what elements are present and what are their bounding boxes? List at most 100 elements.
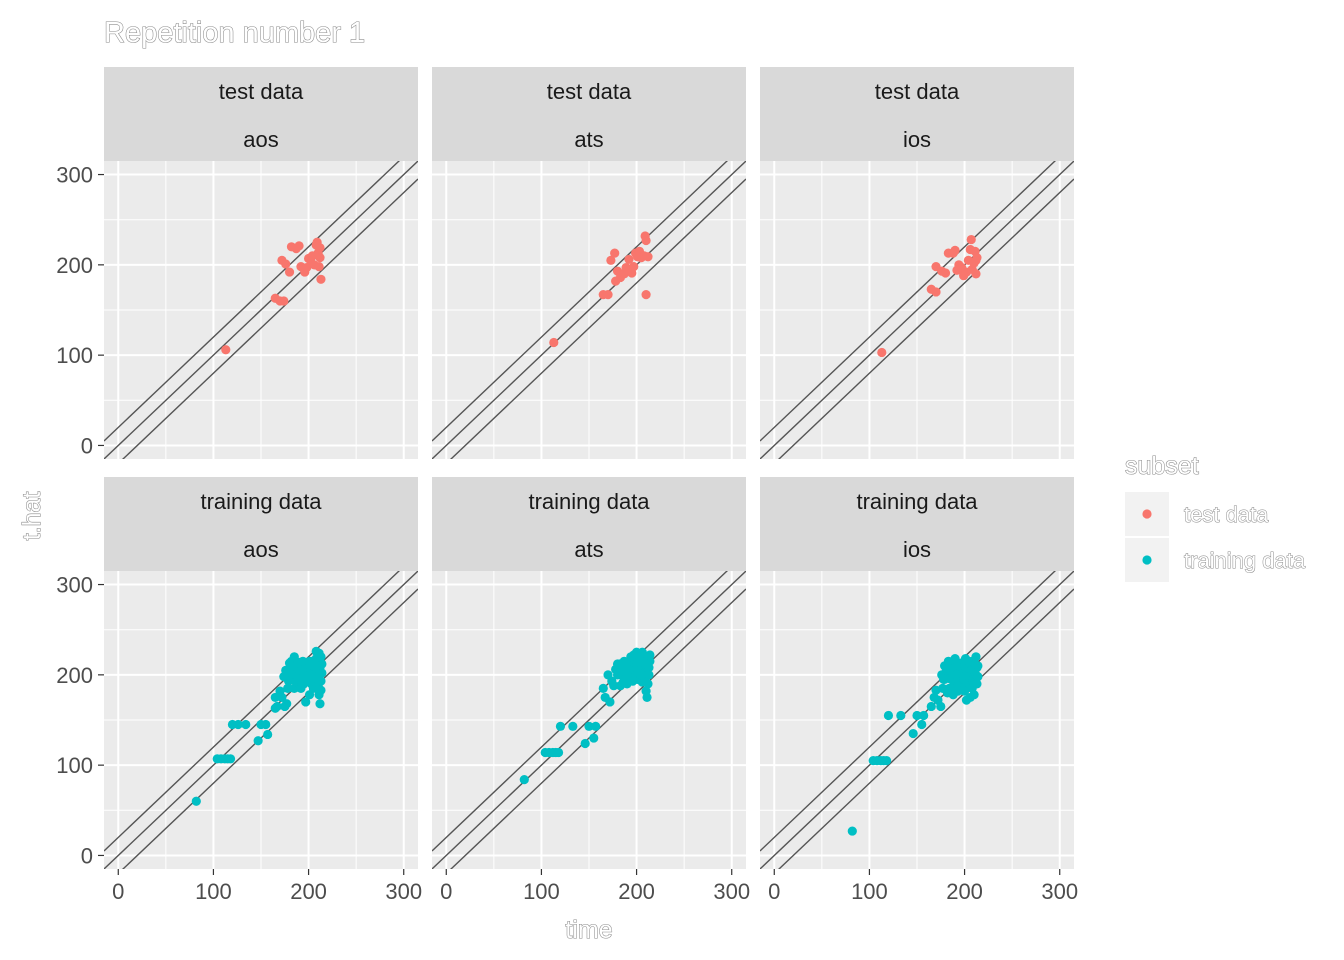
data-point — [301, 697, 311, 707]
data-point — [645, 650, 655, 660]
facet-panel-1-1: training data ats — [432, 477, 746, 869]
reference-line — [778, 588, 1074, 869]
facet-panel-1-0: training data aos — [104, 477, 418, 869]
data-point — [610, 248, 620, 258]
x-tick-label: 200 — [946, 879, 983, 904]
points-ats — [549, 231, 653, 348]
data-point — [315, 253, 325, 263]
data-point — [624, 254, 634, 265]
strip-label-platform: ats — [574, 537, 603, 562]
data-point — [253, 736, 263, 746]
reference-line — [450, 588, 746, 869]
data-point — [643, 252, 653, 262]
reference-line — [104, 571, 400, 852]
y-tick-label: 200 — [56, 663, 93, 688]
facet-strip — [104, 477, 418, 571]
legend-entry: test data — [1125, 492, 1270, 536]
data-point — [598, 683, 608, 693]
data-point — [603, 290, 613, 300]
data-point — [971, 269, 981, 279]
data-point — [972, 679, 982, 689]
data-point — [939, 674, 950, 684]
data-point — [283, 683, 293, 693]
reference-line — [432, 571, 746, 869]
data-point — [263, 729, 273, 740]
x-tick-label: 0 — [440, 879, 452, 904]
data-point — [591, 721, 601, 731]
data-point — [966, 234, 976, 245]
data-point — [969, 690, 979, 700]
data-point — [315, 243, 325, 253]
strip-label-subset: training data — [856, 489, 978, 514]
data-point — [973, 672, 983, 682]
strip-label-subset: test data — [547, 79, 632, 104]
strip-label-subset: test data — [219, 79, 304, 104]
x-tick-label: 300 — [1041, 879, 1078, 904]
facet-panel-0-0: test data aos — [104, 67, 418, 459]
facet-strip — [432, 477, 746, 571]
x-tick-label: 300 — [385, 879, 422, 904]
reference-line — [432, 161, 746, 459]
points-ats — [519, 647, 655, 785]
points-ios — [877, 234, 982, 358]
strip-label-subset: training data — [528, 489, 650, 514]
data-point — [606, 255, 616, 265]
axis-ticks: 0 100 200 300 0 100 200 300 0 100 200 300 0 100 200 300… — [56, 163, 1078, 904]
data-point — [951, 670, 961, 680]
y-axis-title: t.hat — [18, 492, 46, 541]
data-point — [270, 692, 280, 703]
data-point — [896, 710, 906, 721]
legend-label: training data — [1184, 548, 1306, 573]
reference-line — [432, 571, 728, 852]
strip-label-platform: aos — [243, 537, 278, 562]
data-point — [883, 710, 894, 721]
reference-line — [104, 161, 400, 442]
reference-line — [760, 571, 1056, 852]
facet-strip — [760, 67, 1074, 161]
legend-title: subset — [1125, 452, 1199, 480]
reference-lines — [432, 161, 746, 459]
x-tick-label: 200 — [290, 879, 327, 904]
facet-strip — [432, 67, 746, 161]
reference-line — [432, 161, 728, 442]
data-point — [261, 719, 271, 730]
data-point — [282, 699, 292, 709]
y-tick-label: 300 — [56, 163, 93, 188]
data-point — [315, 699, 325, 709]
y-tick-label: 0 — [81, 843, 93, 868]
data-point — [584, 721, 594, 731]
data-point — [272, 701, 282, 712]
data-point — [317, 668, 327, 678]
reference-line — [122, 178, 418, 459]
points-aos — [221, 237, 326, 355]
data-point — [877, 347, 887, 358]
data-point — [580, 738, 590, 749]
data-point — [316, 676, 326, 686]
data-point — [302, 262, 312, 273]
data-point — [293, 657, 303, 667]
data-point — [641, 290, 651, 300]
strip-label-platform: ios — [903, 127, 931, 152]
data-point — [294, 241, 304, 251]
x-axis-title: time — [565, 916, 612, 944]
data-point — [636, 670, 646, 680]
data-point — [912, 710, 922, 721]
data-point — [609, 681, 619, 691]
strip-label-subset: test data — [875, 79, 960, 104]
data-point — [617, 665, 627, 675]
legend-key-point — [1142, 509, 1152, 519]
x-tick-label: 0 — [112, 879, 124, 904]
y-tick-label: 100 — [56, 753, 93, 778]
data-point — [279, 672, 289, 682]
facet-panel-0-2: test data ios — [760, 67, 1074, 459]
data-point — [961, 695, 972, 705]
data-point — [221, 345, 231, 355]
data-point — [940, 268, 951, 278]
data-point — [281, 259, 291, 269]
data-point — [931, 287, 941, 297]
points-aos — [191, 646, 327, 806]
reference-lines — [104, 161, 418, 459]
data-point — [553, 747, 564, 758]
data-point — [605, 697, 615, 707]
